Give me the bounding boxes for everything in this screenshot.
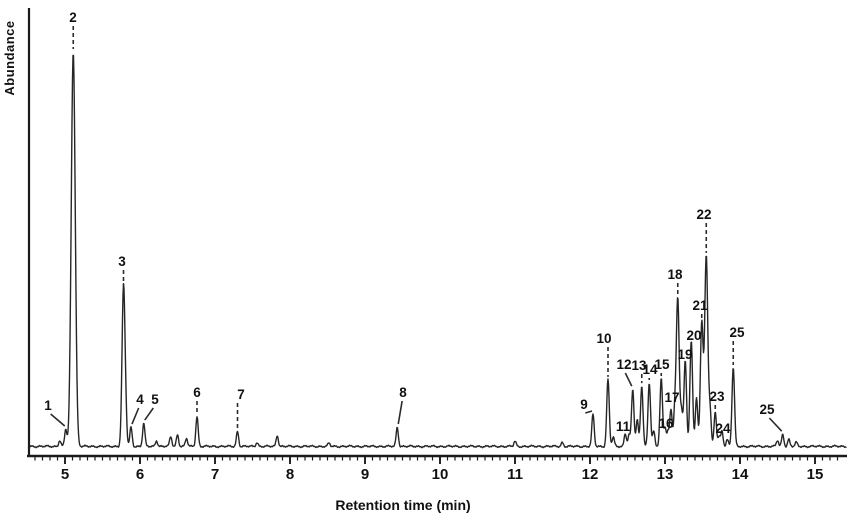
- peak-label: 20: [686, 328, 701, 343]
- x-axis-tick-labels: 5 6 7 8 9 10 11 12 13 14 15: [61, 466, 824, 483]
- peak-label: 14: [642, 362, 658, 377]
- peak-label: 18: [667, 267, 683, 282]
- peak-label: 19: [677, 347, 692, 362]
- peak-label: 2: [69, 10, 77, 25]
- peak-label: 4: [136, 392, 144, 407]
- x-axis-ticks: [34, 457, 839, 464]
- peak-label: 7: [237, 387, 245, 402]
- x-tick-label: 9: [361, 466, 369, 483]
- peak-leader-line: [144, 407, 154, 421]
- peak-label: 6: [193, 385, 201, 400]
- y-axis-label: Abundance: [2, 20, 17, 95]
- peak-label: 21: [692, 298, 708, 313]
- peak-label: 1: [44, 398, 52, 413]
- x-tick-label: 14: [732, 466, 749, 483]
- x-tick-label: 8: [286, 466, 294, 483]
- x-tick-label: 11: [507, 466, 523, 483]
- peak-label: 25: [759, 402, 775, 417]
- chromatogram-trace: [29, 54, 847, 449]
- peak-leader-line: [624, 372, 633, 387]
- peak-leader-line: [585, 410, 593, 414]
- peak-label: 9: [580, 397, 588, 412]
- peak-label: 13: [631, 358, 647, 373]
- peak-label: 22: [696, 207, 711, 222]
- peak-label: 25: [729, 325, 745, 340]
- peak-label: 12: [616, 357, 631, 372]
- x-tick-label: 7: [211, 466, 219, 483]
- x-tick-label: 12: [582, 466, 599, 483]
- peak-leader-line: [131, 407, 140, 425]
- peak-label: 24: [715, 421, 731, 436]
- peak-label: 15: [654, 357, 670, 372]
- x-tick-label: 13: [657, 466, 674, 483]
- peak-label: 11: [616, 419, 631, 434]
- peak-label: 3: [118, 254, 126, 269]
- x-tick-label: 10: [432, 466, 449, 483]
- peak-label: 10: [596, 331, 611, 346]
- x-tick-label: 15: [807, 466, 824, 483]
- peak-label: 5: [151, 392, 159, 407]
- x-axis-title: Retention time (min): [335, 497, 470, 513]
- peak-leader-line: [397, 400, 403, 425]
- peak-leader-line: [50, 413, 66, 427]
- x-tick-label: 5: [61, 466, 69, 483]
- peak-label: 23: [709, 389, 725, 404]
- peak-label: 16: [658, 416, 674, 431]
- peak-label: 17: [664, 390, 679, 405]
- x-tick-label: 6: [136, 466, 144, 483]
- peak-label: 8: [399, 385, 407, 400]
- peak-leader-line: [768, 417, 783, 432]
